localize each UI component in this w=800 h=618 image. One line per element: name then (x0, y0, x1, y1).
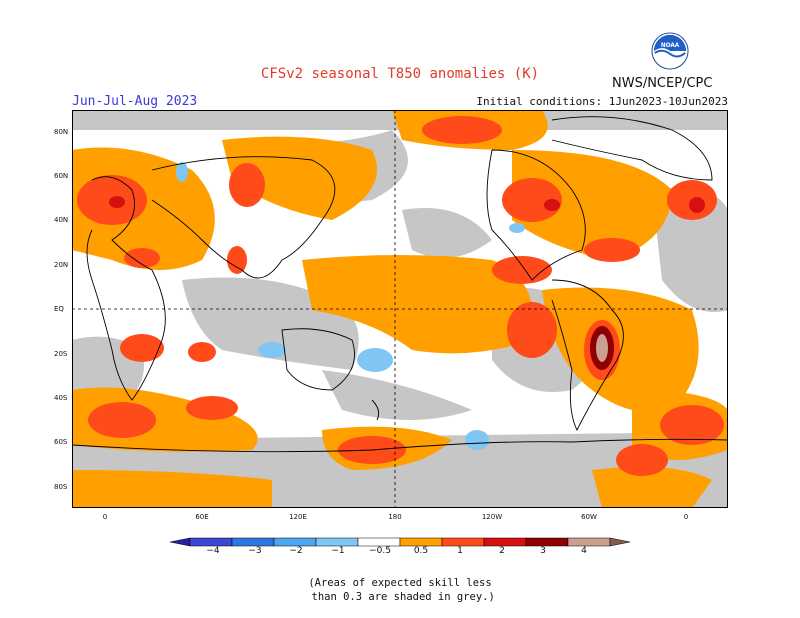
lon-label-0-right: 0 (683, 513, 689, 521)
season-label: Jun-Jul-Aug 2023 (72, 94, 198, 109)
colorbar-cell (231, 537, 275, 547)
colorbar-label: −2 (289, 546, 303, 556)
colorbar-cell (525, 537, 569, 547)
colorbar-cell (170, 537, 191, 547)
anomaly-map (72, 110, 728, 508)
lat-label-80s: 80S (54, 483, 68, 491)
initial-conditions-label: Initial conditions: 1Jun2023-10Jun2023 (476, 95, 728, 108)
colorbar-label: 0.5 (413, 546, 429, 556)
colorbar-cell (483, 537, 527, 547)
lat-label-eq: EQ (54, 305, 64, 313)
lat-label-40n: 40N (54, 216, 69, 224)
anomaly-light-blue (176, 162, 525, 450)
colorbar-cell (567, 537, 611, 547)
colorbar (170, 537, 630, 547)
anomaly-dark-red (109, 196, 705, 370)
chart-title: CFSv2 seasonal T850 anomalies (K) (260, 66, 540, 82)
lat-label-60s: 60S (54, 438, 68, 446)
colorbar-label: 2 (499, 546, 505, 556)
lat-label-20n: 20N (54, 261, 69, 269)
lon-label-120e: 120E (289, 513, 307, 521)
colorbar-label: −1 (331, 546, 345, 556)
lat-label-60n: 60N (54, 172, 69, 180)
lon-label-0: 0 (102, 513, 108, 521)
colorbar-label: −3 (248, 546, 262, 556)
lon-label-180: 180 (388, 513, 402, 521)
lon-label-60w: 60W (581, 513, 597, 521)
anomaly-red-orange (77, 116, 724, 476)
lat-label-80n: 80N (54, 128, 69, 136)
colorbar-cell (273, 537, 317, 547)
colorbar-label: 1 (457, 546, 463, 556)
svg-text:NOAA: NOAA (661, 43, 680, 49)
colorbar-label: −0.5 (369, 546, 391, 556)
colorbar-cell (357, 537, 401, 547)
colorbar-cell (189, 537, 233, 547)
lat-label-20s: 20S (54, 350, 68, 358)
map-frame (72, 110, 728, 508)
colorbar-cell (441, 537, 485, 547)
organization-label: NWS/NCEP/CPC (612, 76, 713, 91)
noaa-logo-icon: NOAA (651, 32, 689, 70)
colorbar-label: 3 (540, 546, 546, 556)
coastlines (72, 116, 728, 453)
lat-label-40s: 40S (54, 394, 68, 402)
lon-label-60e: 60E (195, 513, 209, 521)
colorbar-label: 4 (581, 546, 587, 556)
colorbar-cell (609, 537, 630, 547)
colorbar-cell (315, 537, 359, 547)
colorbar-label: −4 (206, 546, 220, 556)
skill-note: (Areas of expected skill less than 0.3 a… (308, 577, 495, 603)
colorbar-cell (399, 537, 443, 547)
lon-label-120w: 120W (481, 513, 503, 521)
